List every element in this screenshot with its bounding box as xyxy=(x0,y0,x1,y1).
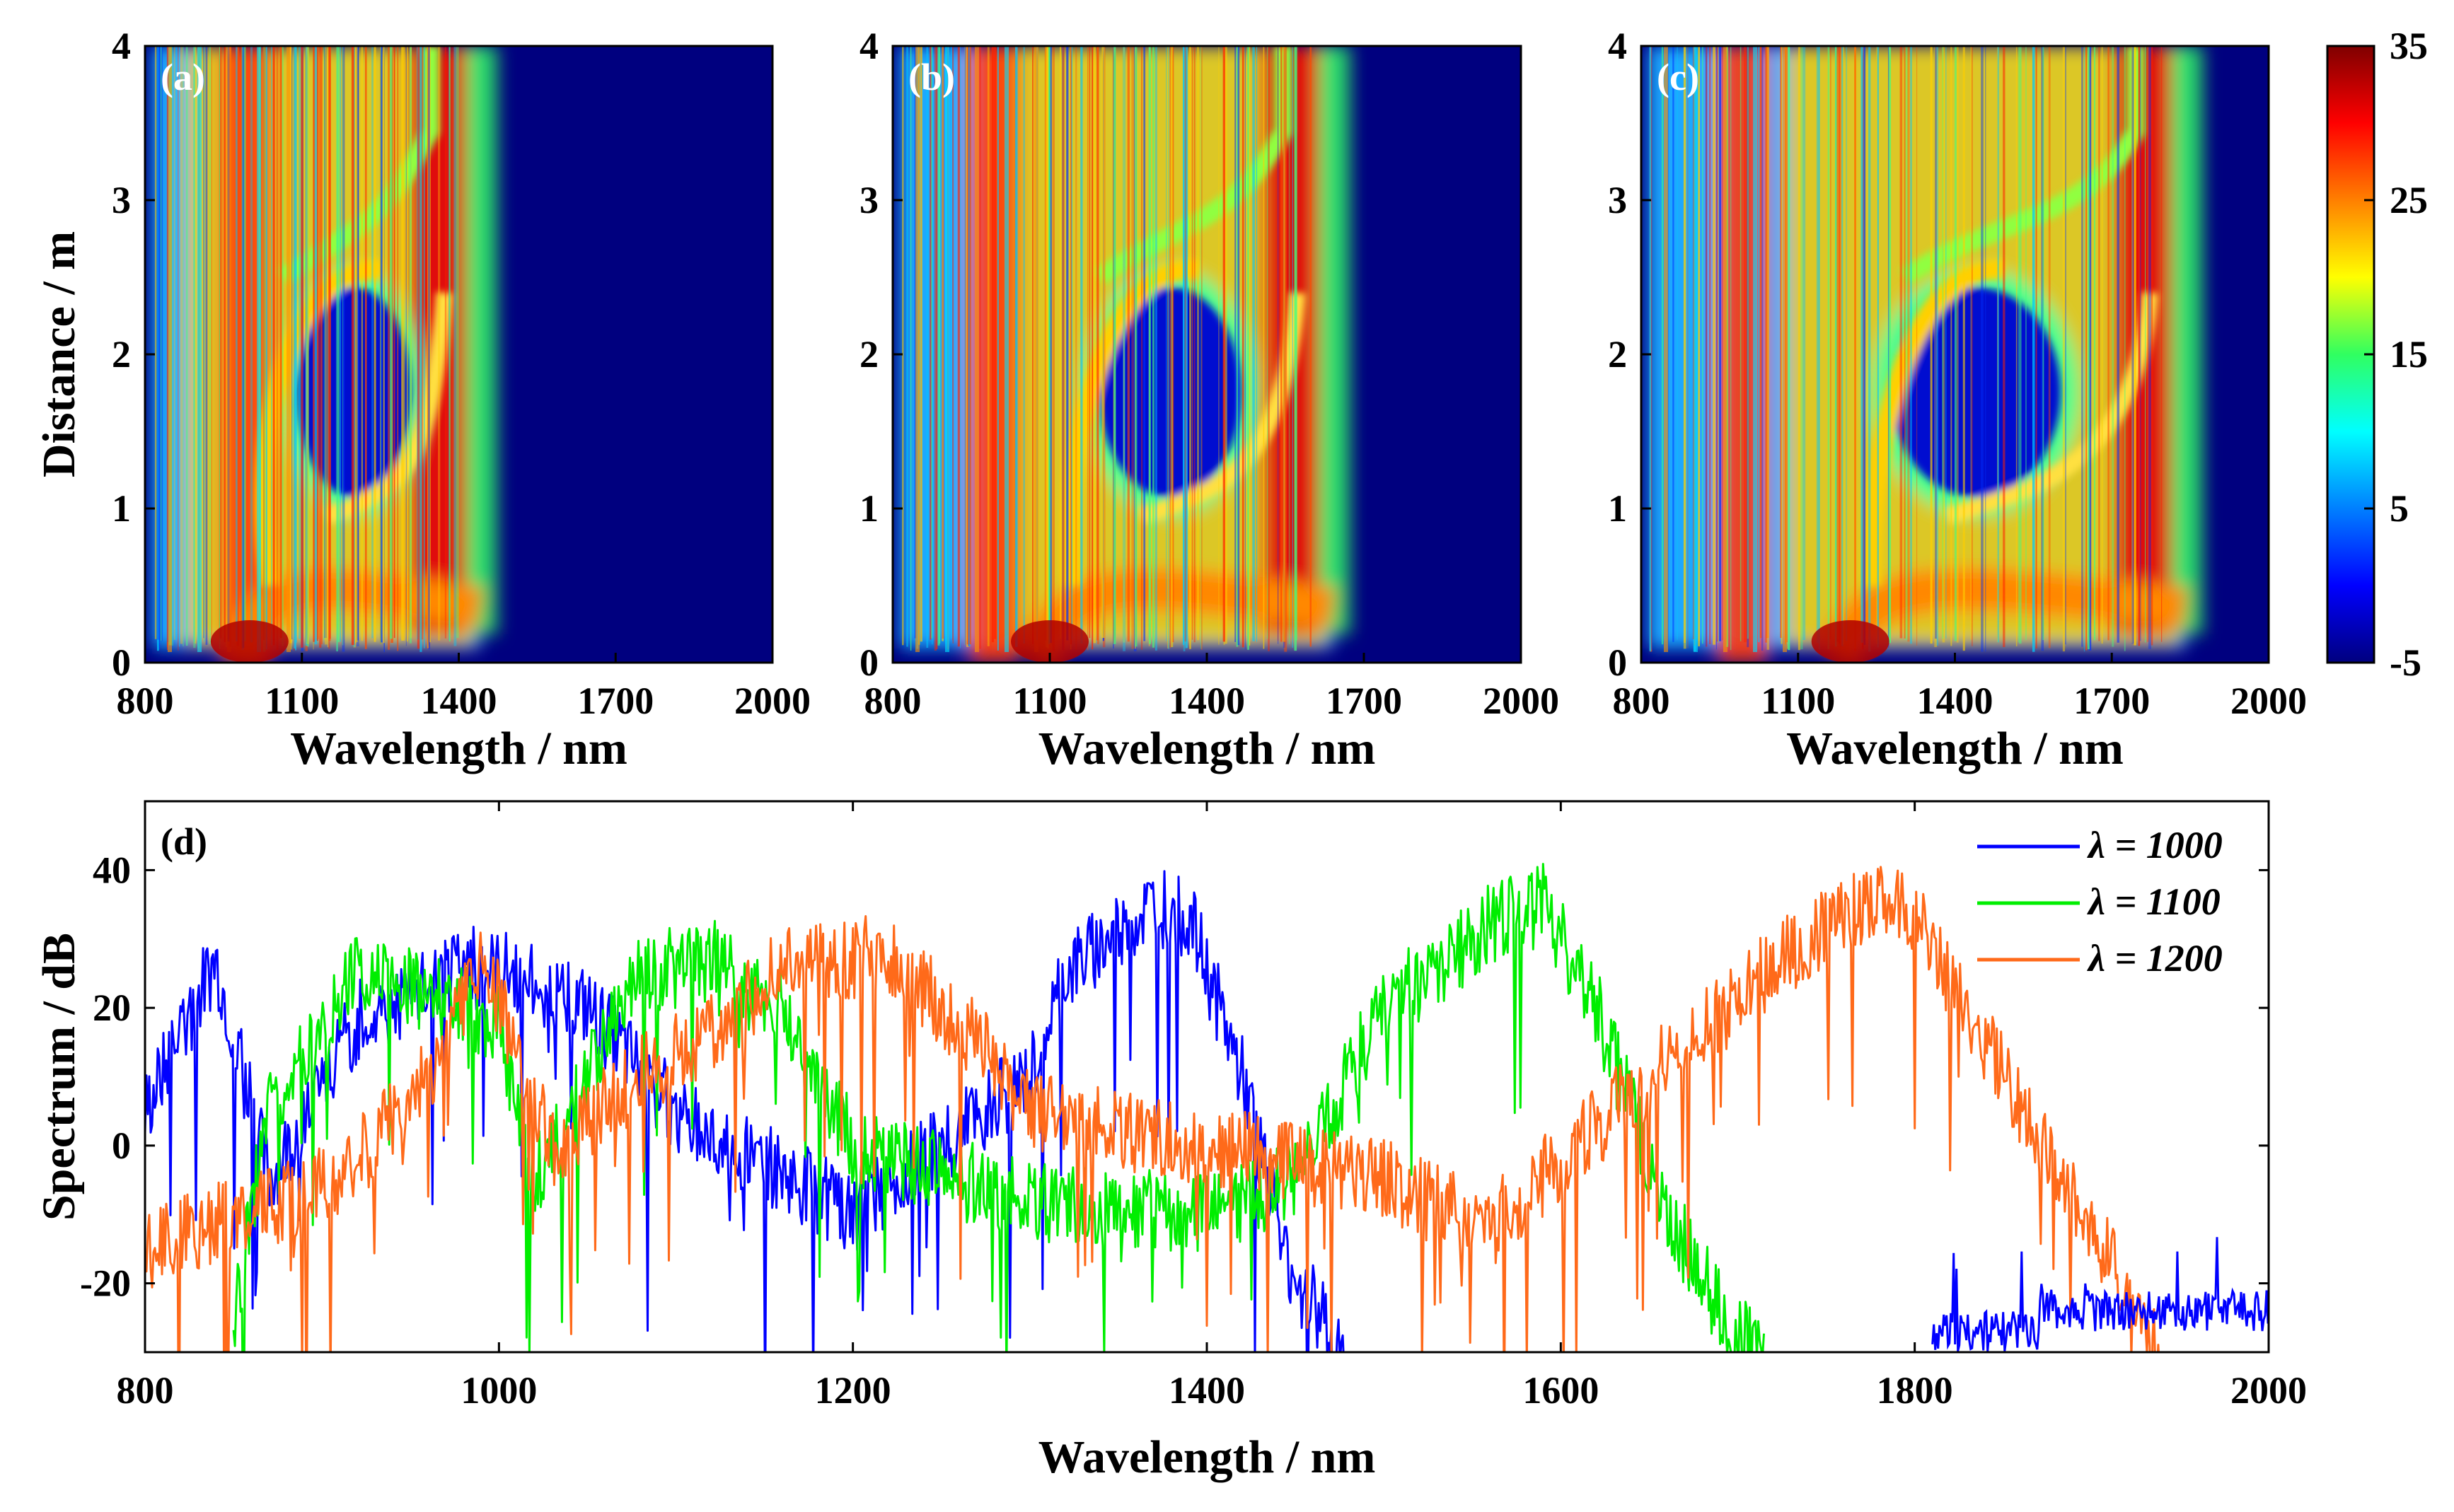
heatmap-panel-b: 800 1100 1400 1700 2000 0 1 2 3 4 (b) Wavelength / … xyxy=(860,25,1559,774)
spectrum-lines xyxy=(145,863,2269,1352)
colorbar-tick-label: 15 xyxy=(2390,333,2428,376)
x-tick-label: 1400 xyxy=(1917,680,1993,722)
x-axis-label: Wavelength / nm xyxy=(1038,1431,1376,1483)
x-tick-label: 1700 xyxy=(577,680,654,722)
colorbar-tick-label: 25 xyxy=(2390,179,2428,221)
pump-hotspot xyxy=(1811,620,1889,663)
panel-label: (c) xyxy=(1657,56,1699,98)
colorbar-tick-label: 35 xyxy=(2390,25,2428,67)
x-tick-label: 800 xyxy=(117,680,174,722)
x-tick-label: 1100 xyxy=(1761,680,1835,722)
x-tick-label: 800 xyxy=(1613,680,1670,722)
striation-group xyxy=(154,46,459,652)
y-axis-label: Distance / m xyxy=(33,231,85,477)
y-tick-label: 0 xyxy=(112,641,131,684)
y-tick-label: 4 xyxy=(1608,25,1627,67)
y-tick-label: 1 xyxy=(1608,487,1627,530)
y-tick-label: 0 xyxy=(860,641,879,684)
x-tick-label: 1600 xyxy=(1522,1369,1599,1412)
y-tick-label: 0 xyxy=(1608,641,1627,684)
x-axis-label: Wavelength / nm xyxy=(1038,723,1376,774)
heatmap-plot-area xyxy=(145,46,772,663)
striation-group xyxy=(902,46,1312,652)
valley-core xyxy=(1891,287,2061,497)
heatmap-plot-area xyxy=(893,46,1521,663)
y-tick-label: 3 xyxy=(112,179,131,221)
x-tick-label: 1800 xyxy=(1877,1369,1953,1412)
colorbar-tick-label: 5 xyxy=(2390,487,2409,530)
shoulder-arc xyxy=(1899,46,2146,285)
spectrum-line-1 xyxy=(145,870,1345,1352)
striation-group xyxy=(1649,46,2163,652)
heatmap-panel-a: 800 1100 1400 1700 2000 0 1 2 3 4 (a) Wavelength / … xyxy=(33,25,811,774)
x-tick-label: 1200 xyxy=(815,1369,891,1412)
colorbar: 35 25 15 5 -5 xyxy=(2326,25,2428,684)
y-tick-label: -20 xyxy=(80,1262,131,1305)
x-tick-label: 1400 xyxy=(421,680,497,722)
y-tick-label: 3 xyxy=(860,179,879,221)
y-tick-label: 1 xyxy=(860,487,879,530)
x-tick-label: 2000 xyxy=(2230,1369,2307,1412)
x-tick-label: 2000 xyxy=(734,680,811,722)
y-tick-label: 1 xyxy=(112,487,131,530)
legend-entry-3: λ = 1200 xyxy=(2087,937,2223,979)
y-tick-label: 4 xyxy=(860,25,879,67)
x-tick-label: 1400 xyxy=(1169,680,1245,722)
y-tick-label: 2 xyxy=(1608,333,1627,376)
spectrum-line-1-tail xyxy=(1931,1237,2269,1352)
x-tick-label: 1700 xyxy=(2073,680,2150,722)
y-axis-label: Spectrum / dB xyxy=(33,933,85,1221)
pump-hotspot xyxy=(1011,620,1089,663)
colorbar-ticks: 35 25 15 5 -5 xyxy=(2364,25,2428,684)
y-tick-label: 40 xyxy=(93,849,131,891)
y-tick-label: 2 xyxy=(112,333,131,376)
y-tick-label: 20 xyxy=(93,987,131,1029)
x-tick-label: 1100 xyxy=(1012,680,1087,722)
x-tick-label: 800 xyxy=(117,1369,174,1412)
legend-entry-2: λ = 1100 xyxy=(2087,880,2221,923)
x-tick-label: 800 xyxy=(864,680,922,722)
panel-label: (a) xyxy=(161,56,205,98)
x-axis-label: Wavelength / nm xyxy=(1786,723,2124,774)
spectrum-line-2 xyxy=(232,863,1765,1352)
legend: λ = 1000 λ = 1100 λ = 1200 xyxy=(1977,824,2223,979)
heatmap-plot-area xyxy=(1641,46,2269,663)
heatmap-panel-c: 800 1100 1400 1700 2000 0 1 2 3 4 (c) Wavelength / … xyxy=(1608,25,2307,774)
x-tick-label: 1700 xyxy=(1326,680,1402,722)
panel-label: (d) xyxy=(161,820,207,863)
x-tick-label: 1100 xyxy=(265,680,339,722)
green-edge-halo xyxy=(1319,46,1350,634)
y-tick-label: 4 xyxy=(112,25,131,67)
spectrum-line-3 xyxy=(145,866,2160,1352)
x-tick-label: 1400 xyxy=(1169,1369,1245,1412)
green-edge-halo xyxy=(465,46,498,634)
x-axis-label: Wavelength / nm xyxy=(290,723,627,774)
spectrum-panel-d: 800 1000 1200 1400 1600 1800 2000 -20 0 20 40 (d) Wa… xyxy=(33,800,2307,1483)
colorbar-tick-label: -5 xyxy=(2390,641,2421,684)
pump-hotspot xyxy=(210,620,289,663)
x-tick-label: 2000 xyxy=(1483,680,1559,722)
y-tick-label: 0 xyxy=(112,1124,131,1167)
upper-arc xyxy=(1861,259,2006,586)
y-tick-label: 2 xyxy=(860,333,879,376)
green-edge-halo xyxy=(2171,46,2204,634)
x-tick-label: 2000 xyxy=(2230,680,2307,722)
upper-arc xyxy=(255,259,383,588)
legend-entry-1: λ = 1000 xyxy=(2087,824,2223,866)
x-tick-label: 1000 xyxy=(461,1369,537,1412)
y-tick-label: 3 xyxy=(1608,179,1627,221)
panel-label: (b) xyxy=(908,56,955,98)
